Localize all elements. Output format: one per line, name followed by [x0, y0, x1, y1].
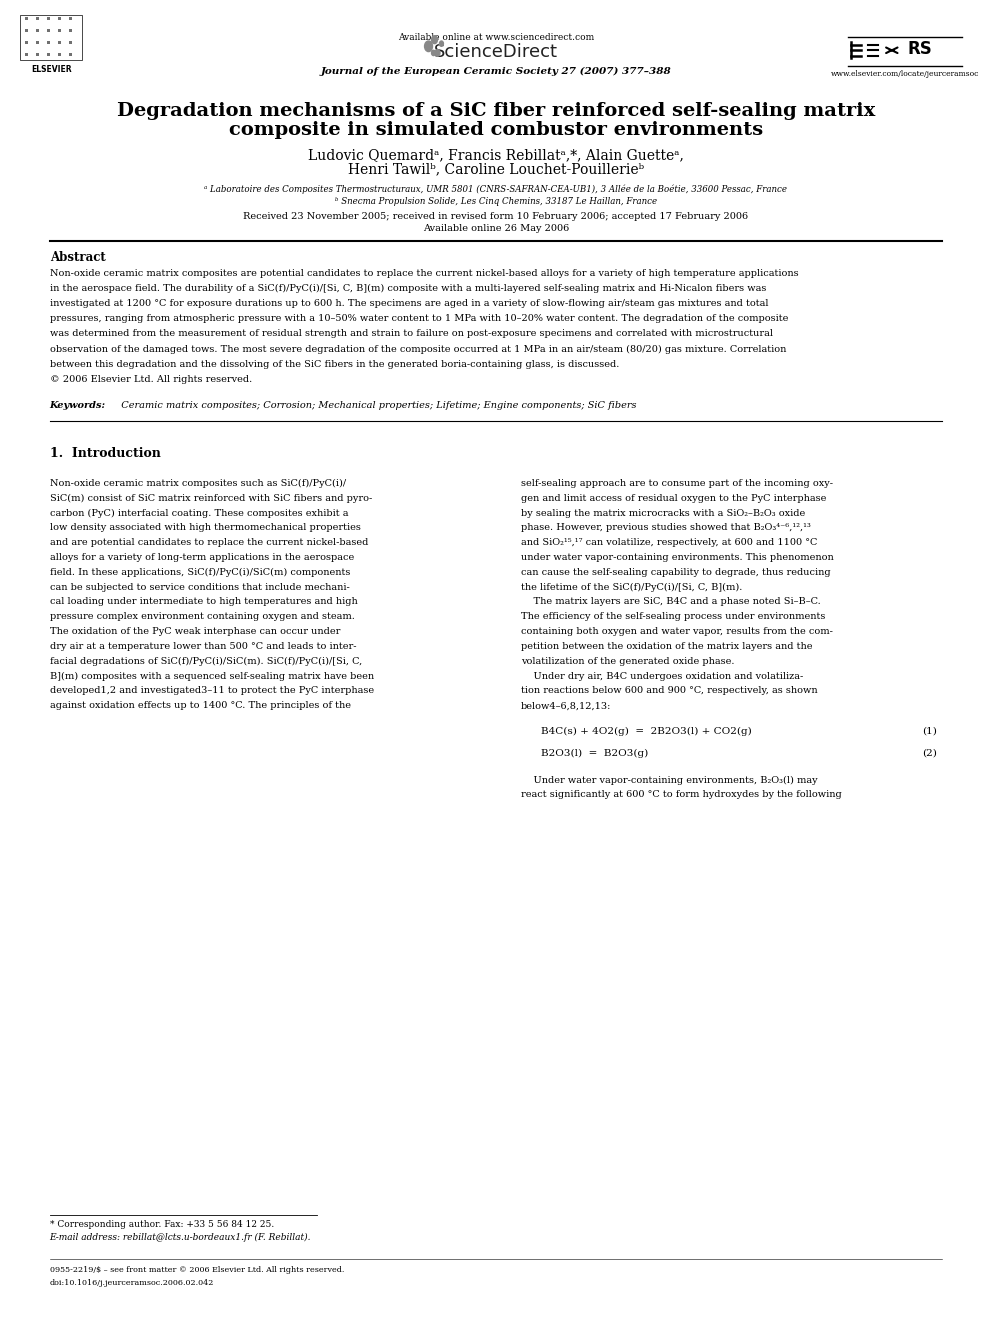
- Text: gen and limit access of residual oxygen to the PyC interphase: gen and limit access of residual oxygen …: [521, 493, 826, 503]
- Bar: [36, 41, 39, 44]
- Text: The efficiency of the self-sealing process under environments: The efficiency of the self-sealing proce…: [521, 613, 825, 622]
- Bar: [59, 17, 62, 20]
- Text: Ceramic matrix composites; Corrosion; Mechanical properties; Lifetime; Engine co: Ceramic matrix composites; Corrosion; Me…: [115, 401, 637, 410]
- Bar: [25, 29, 28, 32]
- Text: facial degradations of SiC(f)/PyC(i)/SiC(m). SiC(f)/PyC(i)/[Si, C,: facial degradations of SiC(f)/PyC(i)/SiC…: [50, 656, 362, 665]
- Bar: [25, 41, 28, 44]
- Bar: [47, 53, 50, 56]
- Text: The matrix layers are SiC, B4C and a phase noted Si–B–C.: The matrix layers are SiC, B4C and a pha…: [521, 598, 820, 606]
- Text: ᵇ Snecma Propulsion Solide, Les Cinq Chemins, 33187 Le Haillan, France: ᵇ Snecma Propulsion Solide, Les Cinq Che…: [335, 197, 657, 205]
- Text: Abstract: Abstract: [50, 251, 105, 265]
- Text: field. In these applications, SiC(f)/PyC(i)/SiC(m) components: field. In these applications, SiC(f)/PyC…: [50, 568, 350, 577]
- Bar: [59, 29, 62, 32]
- Text: Under water vapor-containing environments, B₂O₃(l) may: Under water vapor-containing environment…: [521, 775, 817, 785]
- Text: SiC(m) consist of SiC matrix reinforced with SiC fibers and pyro-: SiC(m) consist of SiC matrix reinforced …: [50, 493, 372, 503]
- Text: Received 23 November 2005; received in revised form 10 February 2006; accepted 1: Received 23 November 2005; received in r…: [243, 213, 749, 221]
- Text: dry air at a temperature lower than 500 °C and leads to inter-: dry air at a temperature lower than 500 …: [50, 642, 356, 651]
- Text: B2O3(l)  =  B2O3(g): B2O3(l) = B2O3(g): [541, 749, 648, 758]
- Text: RS: RS: [908, 40, 932, 58]
- Text: against oxidation effects up to 1400 °C. The principles of the: against oxidation effects up to 1400 °C.…: [50, 701, 350, 710]
- Bar: [69, 41, 72, 44]
- Text: can cause the self-sealing capability to degrade, thus reducing: can cause the self-sealing capability to…: [521, 568, 830, 577]
- Text: Under dry air, B4C undergoes oxidation and volatiliza-: Under dry air, B4C undergoes oxidation a…: [521, 672, 804, 680]
- Circle shape: [432, 50, 435, 56]
- Text: 0955-2219/$ – see front matter © 2006 Elsevier Ltd. All rights reserved.: 0955-2219/$ – see front matter © 2006 El…: [50, 1266, 344, 1274]
- Text: Ludovic Quemardᵃ, Francis Rebillatᵃ,*, Alain Guetteᵃ,: Ludovic Quemardᵃ, Francis Rebillatᵃ,*, A…: [309, 148, 683, 161]
- Bar: [69, 53, 72, 56]
- Text: was determined from the measurement of residual strength and strain to failure o: was determined from the measurement of r…: [50, 329, 773, 339]
- Text: phase. However, previous studies showed that B₂O₃⁴⁻⁶,¹²,¹³: phase. However, previous studies showed …: [521, 524, 810, 532]
- Text: low density associated with high thermomechanical properties: low density associated with high thermom…: [50, 524, 360, 532]
- Text: ELSEVIER: ELSEVIER: [32, 65, 71, 74]
- Bar: [47, 29, 50, 32]
- Bar: [25, 17, 28, 20]
- Text: the lifetime of the SiC(f)/PyC(i)/[Si, C, B](m).: the lifetime of the SiC(f)/PyC(i)/[Si, C…: [521, 582, 742, 591]
- Text: between this degradation and the dissolving of the SiC fibers in the generated b: between this degradation and the dissolv…: [50, 360, 619, 369]
- Text: Non-oxide ceramic matrix composites are potential candidates to replace the curr: Non-oxide ceramic matrix composites are …: [50, 269, 799, 278]
- Text: in the aerospace field. The durability of a SiC(f)/PyC(i)/[Si, C, B](m) composit: in the aerospace field. The durability o…: [50, 283, 766, 292]
- Text: pressures, ranging from atmospheric pressure with a 10–50% water content to 1 MP: pressures, ranging from atmospheric pres…: [50, 314, 788, 323]
- Text: by sealing the matrix microcracks with a SiO₂–B₂O₃ oxide: by sealing the matrix microcracks with a…: [521, 508, 806, 517]
- Text: Available online 26 May 2006: Available online 26 May 2006: [423, 225, 569, 233]
- Text: * Corresponding author. Fax: +33 5 56 84 12 25.: * Corresponding author. Fax: +33 5 56 84…: [50, 1220, 274, 1229]
- Text: www.elsevier.com/locate/jeurceramsoc: www.elsevier.com/locate/jeurceramsoc: [830, 70, 979, 78]
- Text: volatilization of the generated oxide phase.: volatilization of the generated oxide ph…: [521, 656, 734, 665]
- Text: composite in simulated combustor environments: composite in simulated combustor environ…: [229, 120, 763, 139]
- Text: investigated at 1200 °C for exposure durations up to 600 h. The specimens are ag: investigated at 1200 °C for exposure dur…: [50, 299, 768, 308]
- Circle shape: [425, 41, 433, 52]
- Text: E-mail address: rebillat@lcts.u-bordeaux1.fr (F. Rebillat).: E-mail address: rebillat@lcts.u-bordeaux…: [50, 1233, 311, 1242]
- Bar: [36, 53, 39, 56]
- Text: petition between the oxidation of the matrix layers and the: petition between the oxidation of the ma…: [521, 642, 812, 651]
- Text: Keywords:: Keywords:: [50, 401, 106, 410]
- Text: B4C(s) + 4O2(g)  =  2B2O3(l) + CO2(g): B4C(s) + 4O2(g) = 2B2O3(l) + CO2(g): [541, 726, 751, 736]
- Text: ᵃ Laboratoire des Composites Thermostructuraux, UMR 5801 (CNRS-SAFRAN-CEA-UB1), : ᵃ Laboratoire des Composites Thermostruc…: [204, 184, 788, 194]
- Circle shape: [434, 50, 440, 56]
- Text: self-sealing approach are to consume part of the incoming oxy-: self-sealing approach are to consume par…: [521, 479, 833, 488]
- Text: below4–6,8,12,13:: below4–6,8,12,13:: [521, 701, 611, 710]
- Text: and are potential candidates to replace the current nickel-based: and are potential candidates to replace …: [50, 538, 368, 548]
- Text: tion reactions below 600 and 900 °C, respectively, as shown: tion reactions below 600 and 900 °C, res…: [521, 687, 817, 696]
- Bar: [59, 53, 62, 56]
- Text: Available online at www.sciencedirect.com: Available online at www.sciencedirect.co…: [398, 33, 594, 41]
- Bar: [69, 29, 72, 32]
- Text: Journal of the European Ceramic Society 27 (2007) 377–388: Journal of the European Ceramic Society …: [320, 67, 672, 75]
- Text: under water vapor-containing environments. This phenomenon: under water vapor-containing environment…: [521, 553, 833, 562]
- Text: ScienceDirect: ScienceDirect: [434, 42, 558, 61]
- Text: Non-oxide ceramic matrix composites such as SiC(f)/PyC(i)/: Non-oxide ceramic matrix composites such…: [50, 479, 346, 488]
- Text: carbon (PyC) interfacial coating. These composites exhibit a: carbon (PyC) interfacial coating. These …: [50, 508, 348, 517]
- Text: observation of the damaged tows. The most severe degradation of the composite oc: observation of the damaged tows. The mos…: [50, 344, 786, 353]
- Text: 1.  Introduction: 1. Introduction: [50, 447, 161, 460]
- Circle shape: [439, 41, 443, 46]
- Bar: [36, 17, 39, 20]
- Text: containing both oxygen and water vapor, results from the com-: containing both oxygen and water vapor, …: [521, 627, 832, 636]
- Text: can be subjected to service conditions that include mechani-: can be subjected to service conditions t…: [50, 582, 349, 591]
- Text: doi:10.1016/j.jeurceramsoc.2006.02.042: doi:10.1016/j.jeurceramsoc.2006.02.042: [50, 1279, 214, 1287]
- Text: (2): (2): [923, 749, 937, 758]
- Bar: [47, 17, 50, 20]
- Text: © 2006 Elsevier Ltd. All rights reserved.: © 2006 Elsevier Ltd. All rights reserved…: [50, 376, 252, 384]
- Bar: [20, 15, 82, 60]
- Circle shape: [432, 36, 437, 44]
- Text: react significantly at 600 °C to form hydroxydes by the following: react significantly at 600 °C to form hy…: [521, 790, 841, 799]
- Text: (1): (1): [923, 726, 937, 736]
- Bar: [69, 17, 72, 20]
- Bar: [25, 53, 28, 56]
- Text: Degradation mechanisms of a SiC fiber reinforced self-sealing matrix: Degradation mechanisms of a SiC fiber re…: [117, 102, 875, 120]
- Text: The oxidation of the PyC weak interphase can occur under: The oxidation of the PyC weak interphase…: [50, 627, 340, 636]
- Bar: [36, 29, 39, 32]
- Bar: [59, 41, 62, 44]
- Text: cal loading under intermediate to high temperatures and high: cal loading under intermediate to high t…: [50, 598, 357, 606]
- Bar: [47, 41, 50, 44]
- Text: and SiO₂¹⁵,¹⁷ can volatilize, respectively, at 600 and 1100 °C: and SiO₂¹⁵,¹⁷ can volatilize, respective…: [521, 538, 817, 548]
- Text: pressure complex environment containing oxygen and steam.: pressure complex environment containing …: [50, 613, 354, 622]
- Text: Henri Tawilᵇ, Caroline Louchet-Pouillerieᵇ: Henri Tawilᵇ, Caroline Louchet-Pouilleri…: [348, 163, 644, 176]
- Text: alloys for a variety of long-term applications in the aerospace: alloys for a variety of long-term applic…: [50, 553, 354, 562]
- Text: developed1,2 and investigated3–11 to protect the PyC interphase: developed1,2 and investigated3–11 to pro…: [50, 687, 374, 696]
- Text: B](m) composites with a sequenced self-sealing matrix have been: B](m) composites with a sequenced self-s…: [50, 672, 374, 680]
